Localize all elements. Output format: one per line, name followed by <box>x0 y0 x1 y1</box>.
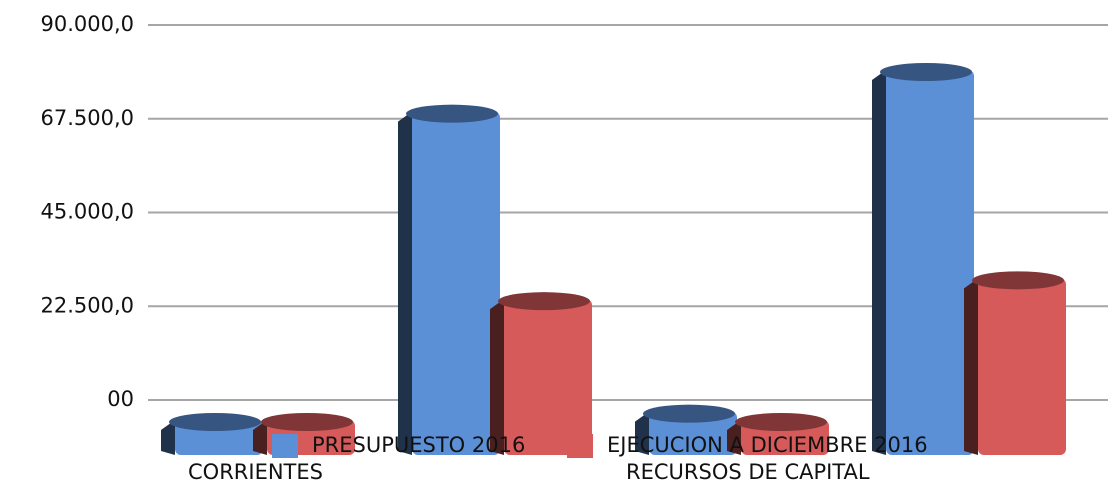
bar-side <box>727 420 741 455</box>
bar-top <box>498 292 590 311</box>
y-tick-label: 00 <box>107 387 134 411</box>
bar <box>412 111 500 456</box>
bar-side <box>872 70 886 455</box>
y-tick-label: 22.500,0 <box>40 293 134 317</box>
bar <box>978 278 1066 455</box>
bar <box>504 299 592 455</box>
x-tick-label: RECURSOS DE CAPITAL <box>626 460 870 484</box>
bar-top <box>406 104 498 123</box>
bar-side <box>490 299 504 455</box>
bar-top <box>880 63 972 81</box>
bar-side <box>964 278 978 455</box>
bar-side <box>253 420 267 455</box>
bar-top <box>169 413 261 431</box>
bar <box>886 70 974 455</box>
bar-top <box>643 404 735 423</box>
bar <box>649 411 737 455</box>
y-tick-label: 67.500,0 <box>40 106 134 130</box>
legend-swatch <box>272 434 298 458</box>
y-tick-label: 90.000,0 <box>40 12 134 36</box>
bar-top <box>261 413 353 431</box>
bar-top <box>972 271 1064 290</box>
bar-side <box>398 111 412 456</box>
x-tick-label: CORRIENTES <box>188 460 323 484</box>
legend-label: PRESUPUESTO 2016 <box>312 433 525 457</box>
y-tick-label: 45.000,0 <box>40 200 134 224</box>
bar-side <box>161 420 175 455</box>
legend-swatch <box>567 434 593 458</box>
legend-label: EJECUCION A DICIEMBRE 2016 <box>607 433 928 457</box>
bar-top <box>735 413 827 431</box>
bar-side <box>635 411 649 455</box>
